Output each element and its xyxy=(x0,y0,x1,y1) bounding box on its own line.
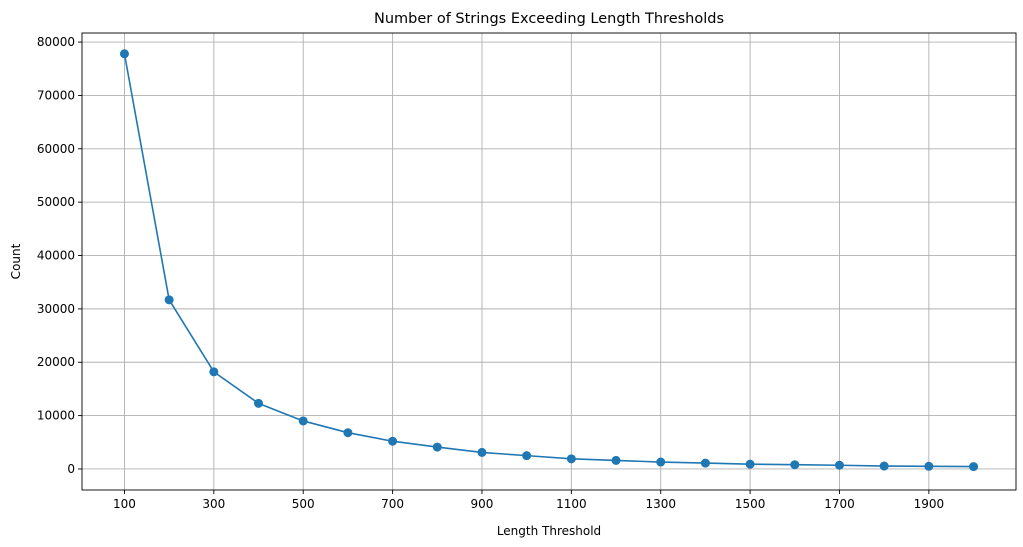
x-tick-label: 700 xyxy=(381,497,404,511)
y-tick-label: 50000 xyxy=(37,195,75,209)
grid xyxy=(82,33,1016,490)
y-tick-label: 80000 xyxy=(37,35,75,49)
x-tick-label: 100 xyxy=(113,497,136,511)
data-point xyxy=(119,49,129,59)
y-tick-label: 0 xyxy=(67,462,75,476)
data-point xyxy=(611,455,621,465)
y-tick-label: 20000 xyxy=(37,355,75,369)
data-point xyxy=(700,458,710,468)
x-tick-label: 1300 xyxy=(645,497,676,511)
x-tick-label: 1700 xyxy=(824,497,855,511)
x-axis: 100 300 500 700 900 1100 1300 1500 1700 1900 xyxy=(113,490,944,511)
data-point xyxy=(834,460,844,470)
data-point xyxy=(566,454,576,464)
data-point xyxy=(924,461,934,471)
x-tick-label: 300 xyxy=(202,497,225,511)
y-axis-label: Count xyxy=(9,243,23,279)
y-tick-label: 60000 xyxy=(37,142,75,156)
data-point xyxy=(879,461,889,471)
y-tick-label: 70000 xyxy=(37,88,75,102)
x-tick-label: 1900 xyxy=(914,497,945,511)
data-point xyxy=(969,462,979,472)
y-tick-label: 10000 xyxy=(37,409,75,423)
y-tick-label: 40000 xyxy=(37,249,75,263)
x-tick-label: 1500 xyxy=(735,497,766,511)
data-point xyxy=(209,367,219,377)
x-tick-label: 900 xyxy=(471,497,494,511)
data-point xyxy=(656,457,666,467)
chart-title: Number of Strings Exceeding Length Thres… xyxy=(374,11,724,27)
y-axis: 0 10000 20000 30000 40000 50000 60000 70000 8000… xyxy=(37,35,82,476)
series-line xyxy=(123,53,974,468)
series-layer xyxy=(119,49,979,472)
plot-frame xyxy=(81,32,1017,491)
data-point xyxy=(477,447,487,457)
data-point xyxy=(388,436,398,446)
data-point xyxy=(254,398,264,408)
data-point xyxy=(298,416,308,426)
x-axis-label: Length Threshold xyxy=(497,524,601,538)
data-point xyxy=(522,451,532,461)
data-point xyxy=(164,295,174,305)
x-tick-label: 1100 xyxy=(556,497,587,511)
data-point xyxy=(343,428,353,438)
data-point xyxy=(790,460,800,470)
data-point xyxy=(432,442,442,452)
y-tick-label: 30000 xyxy=(37,302,75,316)
x-tick-label: 500 xyxy=(292,497,315,511)
data-point xyxy=(745,459,755,469)
